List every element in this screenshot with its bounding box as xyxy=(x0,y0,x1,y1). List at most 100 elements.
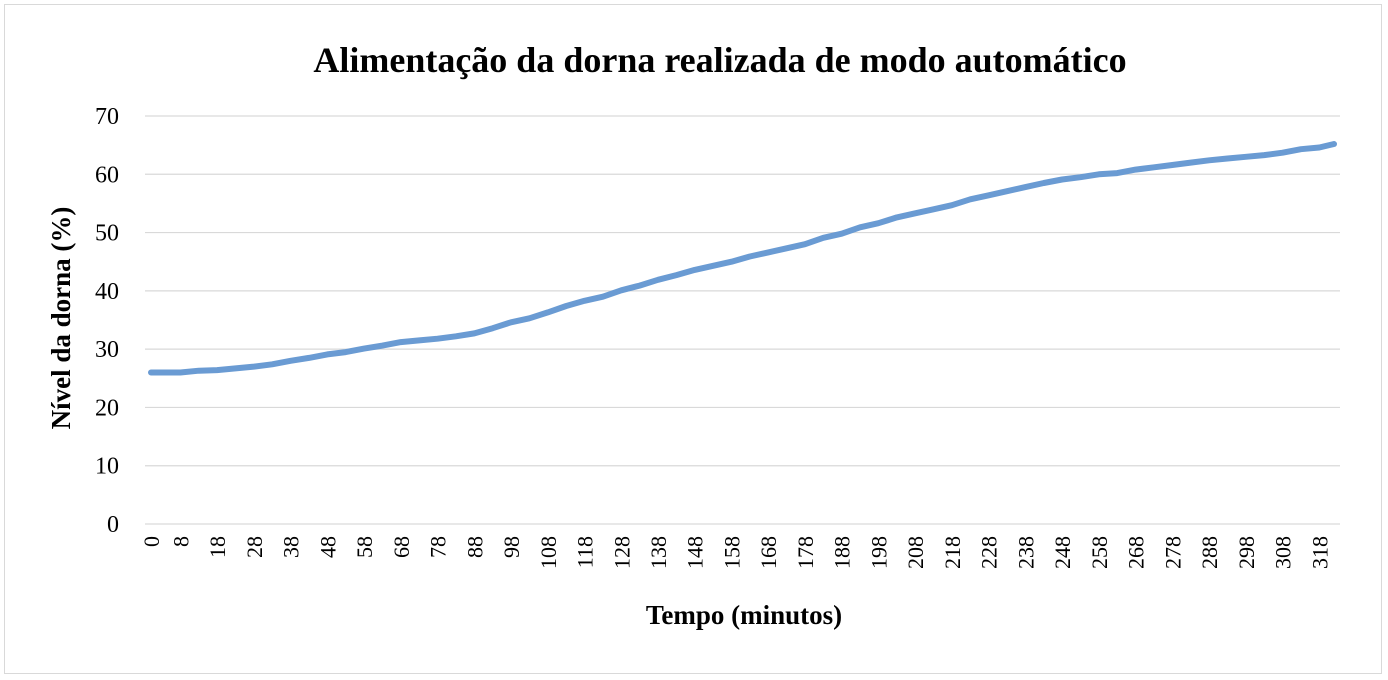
x-tick-label: 48 xyxy=(315,536,340,558)
data-point xyxy=(658,279,659,280)
data-point xyxy=(1098,174,1099,175)
x-tick-label: 0 xyxy=(139,536,164,547)
series-group xyxy=(148,141,1337,376)
x-tick-label: 168 xyxy=(756,536,781,569)
data-point xyxy=(1190,162,1191,163)
data-point xyxy=(988,195,989,196)
data-point xyxy=(694,269,695,270)
x-tick-label: 218 xyxy=(940,536,965,569)
data-point xyxy=(253,366,254,367)
x-tick-label: 268 xyxy=(1124,536,1149,569)
data-point xyxy=(749,256,750,257)
x-tick-label: 248 xyxy=(1050,536,1075,569)
x-tick-label: 258 xyxy=(1087,536,1112,569)
data-point xyxy=(1282,152,1283,153)
data-point xyxy=(1043,183,1044,184)
y-tick-label: 50 xyxy=(95,221,119,247)
data-point xyxy=(1080,177,1081,178)
x-tick-label: 188 xyxy=(830,536,855,569)
x-axis-title: Tempo (minutos) xyxy=(646,600,842,630)
data-point xyxy=(878,223,879,224)
x-tick-label: 8 xyxy=(168,536,193,547)
data-point xyxy=(180,372,181,373)
y-tick-label: 0 xyxy=(107,512,119,538)
x-tick-label: 308 xyxy=(1271,536,1296,569)
data-point xyxy=(1264,155,1265,156)
data-point xyxy=(272,364,273,365)
data-point xyxy=(1319,147,1320,148)
data-point xyxy=(309,357,310,358)
x-tick-label: 138 xyxy=(646,536,671,569)
data-point xyxy=(364,348,365,349)
data-point xyxy=(455,336,456,337)
x-tick-label: 318 xyxy=(1307,536,1332,569)
data-point xyxy=(198,370,199,371)
data-point xyxy=(1209,160,1210,161)
x-tick-label: 128 xyxy=(609,536,634,569)
data-point xyxy=(151,372,152,373)
data-point xyxy=(547,312,548,313)
x-tick-label: 108 xyxy=(536,536,561,569)
y-axis-title: Nível da dorna (%) xyxy=(46,207,76,430)
x-tick-label: 238 xyxy=(1013,536,1038,569)
x-tick-label: 178 xyxy=(793,536,818,569)
data-point xyxy=(933,209,934,210)
data-point xyxy=(382,345,383,346)
data-point xyxy=(1007,191,1008,192)
data-point xyxy=(639,285,640,286)
data-point xyxy=(217,370,218,371)
data-point xyxy=(970,199,971,200)
x-tick-label: 208 xyxy=(903,536,928,569)
y-tick-label: 40 xyxy=(95,279,119,305)
data-point xyxy=(951,205,952,206)
data-point xyxy=(768,252,769,253)
y-tick-label: 20 xyxy=(95,395,119,421)
data-point xyxy=(1334,144,1335,145)
x-tick-label: 98 xyxy=(499,536,524,558)
data-point xyxy=(823,237,824,238)
gridlines xyxy=(145,115,1340,525)
data-point xyxy=(529,318,530,319)
x-tick-label: 38 xyxy=(279,536,304,558)
data-point xyxy=(805,244,806,245)
data-point xyxy=(896,217,897,218)
data-point xyxy=(474,333,475,334)
x-tick-label: 88 xyxy=(462,536,487,558)
y-axis-ticks: 0 10 20 30 40 50 60 70 xyxy=(95,104,119,538)
data-point xyxy=(1135,169,1136,170)
x-tick-label: 288 xyxy=(1197,536,1222,569)
data-point xyxy=(1245,156,1246,157)
x-tick-label: 58 xyxy=(352,536,377,558)
data-point xyxy=(676,275,677,276)
x-tick-label: 18 xyxy=(205,536,230,558)
data-point xyxy=(915,213,916,214)
series-line-0 xyxy=(148,141,1337,376)
data-point xyxy=(713,265,714,266)
data-point xyxy=(841,233,842,234)
data-point xyxy=(1154,167,1155,168)
x-tick-label: 298 xyxy=(1234,536,1259,569)
x-tick-label: 78 xyxy=(426,536,451,558)
x-tick-label: 158 xyxy=(719,536,744,569)
data-point xyxy=(1172,165,1173,166)
chart-title: Alimentação da dorna realizada de modo a… xyxy=(313,40,1126,80)
data-point xyxy=(566,306,567,307)
data-point xyxy=(162,372,163,373)
data-point xyxy=(786,248,787,249)
x-tick-label: 118 xyxy=(573,536,598,568)
data-point xyxy=(1025,187,1026,188)
data-point xyxy=(1062,179,1063,180)
y-tick-label: 10 xyxy=(95,454,119,480)
y-tick-label: 60 xyxy=(95,162,119,188)
y-tick-label: 70 xyxy=(95,104,119,130)
x-axis-ticks: 0 8 18 28 38 48 58 68 78 88 98 108 118 128 138 148 158 16… xyxy=(139,536,1332,569)
data-point xyxy=(511,322,512,323)
data-point xyxy=(621,290,622,291)
data-point xyxy=(1300,149,1301,150)
x-tick-label: 198 xyxy=(866,536,891,569)
data-point xyxy=(345,352,346,353)
data-point xyxy=(731,261,732,262)
data-point xyxy=(235,368,236,369)
data-point xyxy=(860,227,861,228)
